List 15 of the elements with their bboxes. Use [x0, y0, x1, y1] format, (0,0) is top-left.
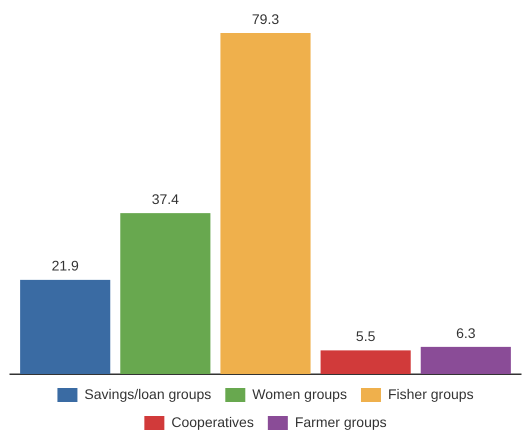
- bar: [220, 33, 311, 374]
- data-label: 37.4: [152, 191, 180, 208]
- bar: [20, 280, 110, 374]
- data-label: 6.3: [456, 324, 476, 341]
- data-label: 21.9: [52, 258, 80, 274]
- bar: [120, 213, 210, 374]
- legend-label: Women groups: [252, 386, 347, 402]
- bar: [420, 346, 511, 374]
- legend-label: Savings/loan groups: [84, 386, 212, 402]
- legend-label: Farmer groups: [294, 414, 387, 430]
- bar: [320, 350, 411, 374]
- legend-label: Cooperatives: [171, 414, 254, 430]
- legend-label: Fisher groups: [388, 386, 474, 402]
- data-label: 79.3: [252, 10, 280, 27]
- data-label: 5.5: [356, 328, 376, 344]
